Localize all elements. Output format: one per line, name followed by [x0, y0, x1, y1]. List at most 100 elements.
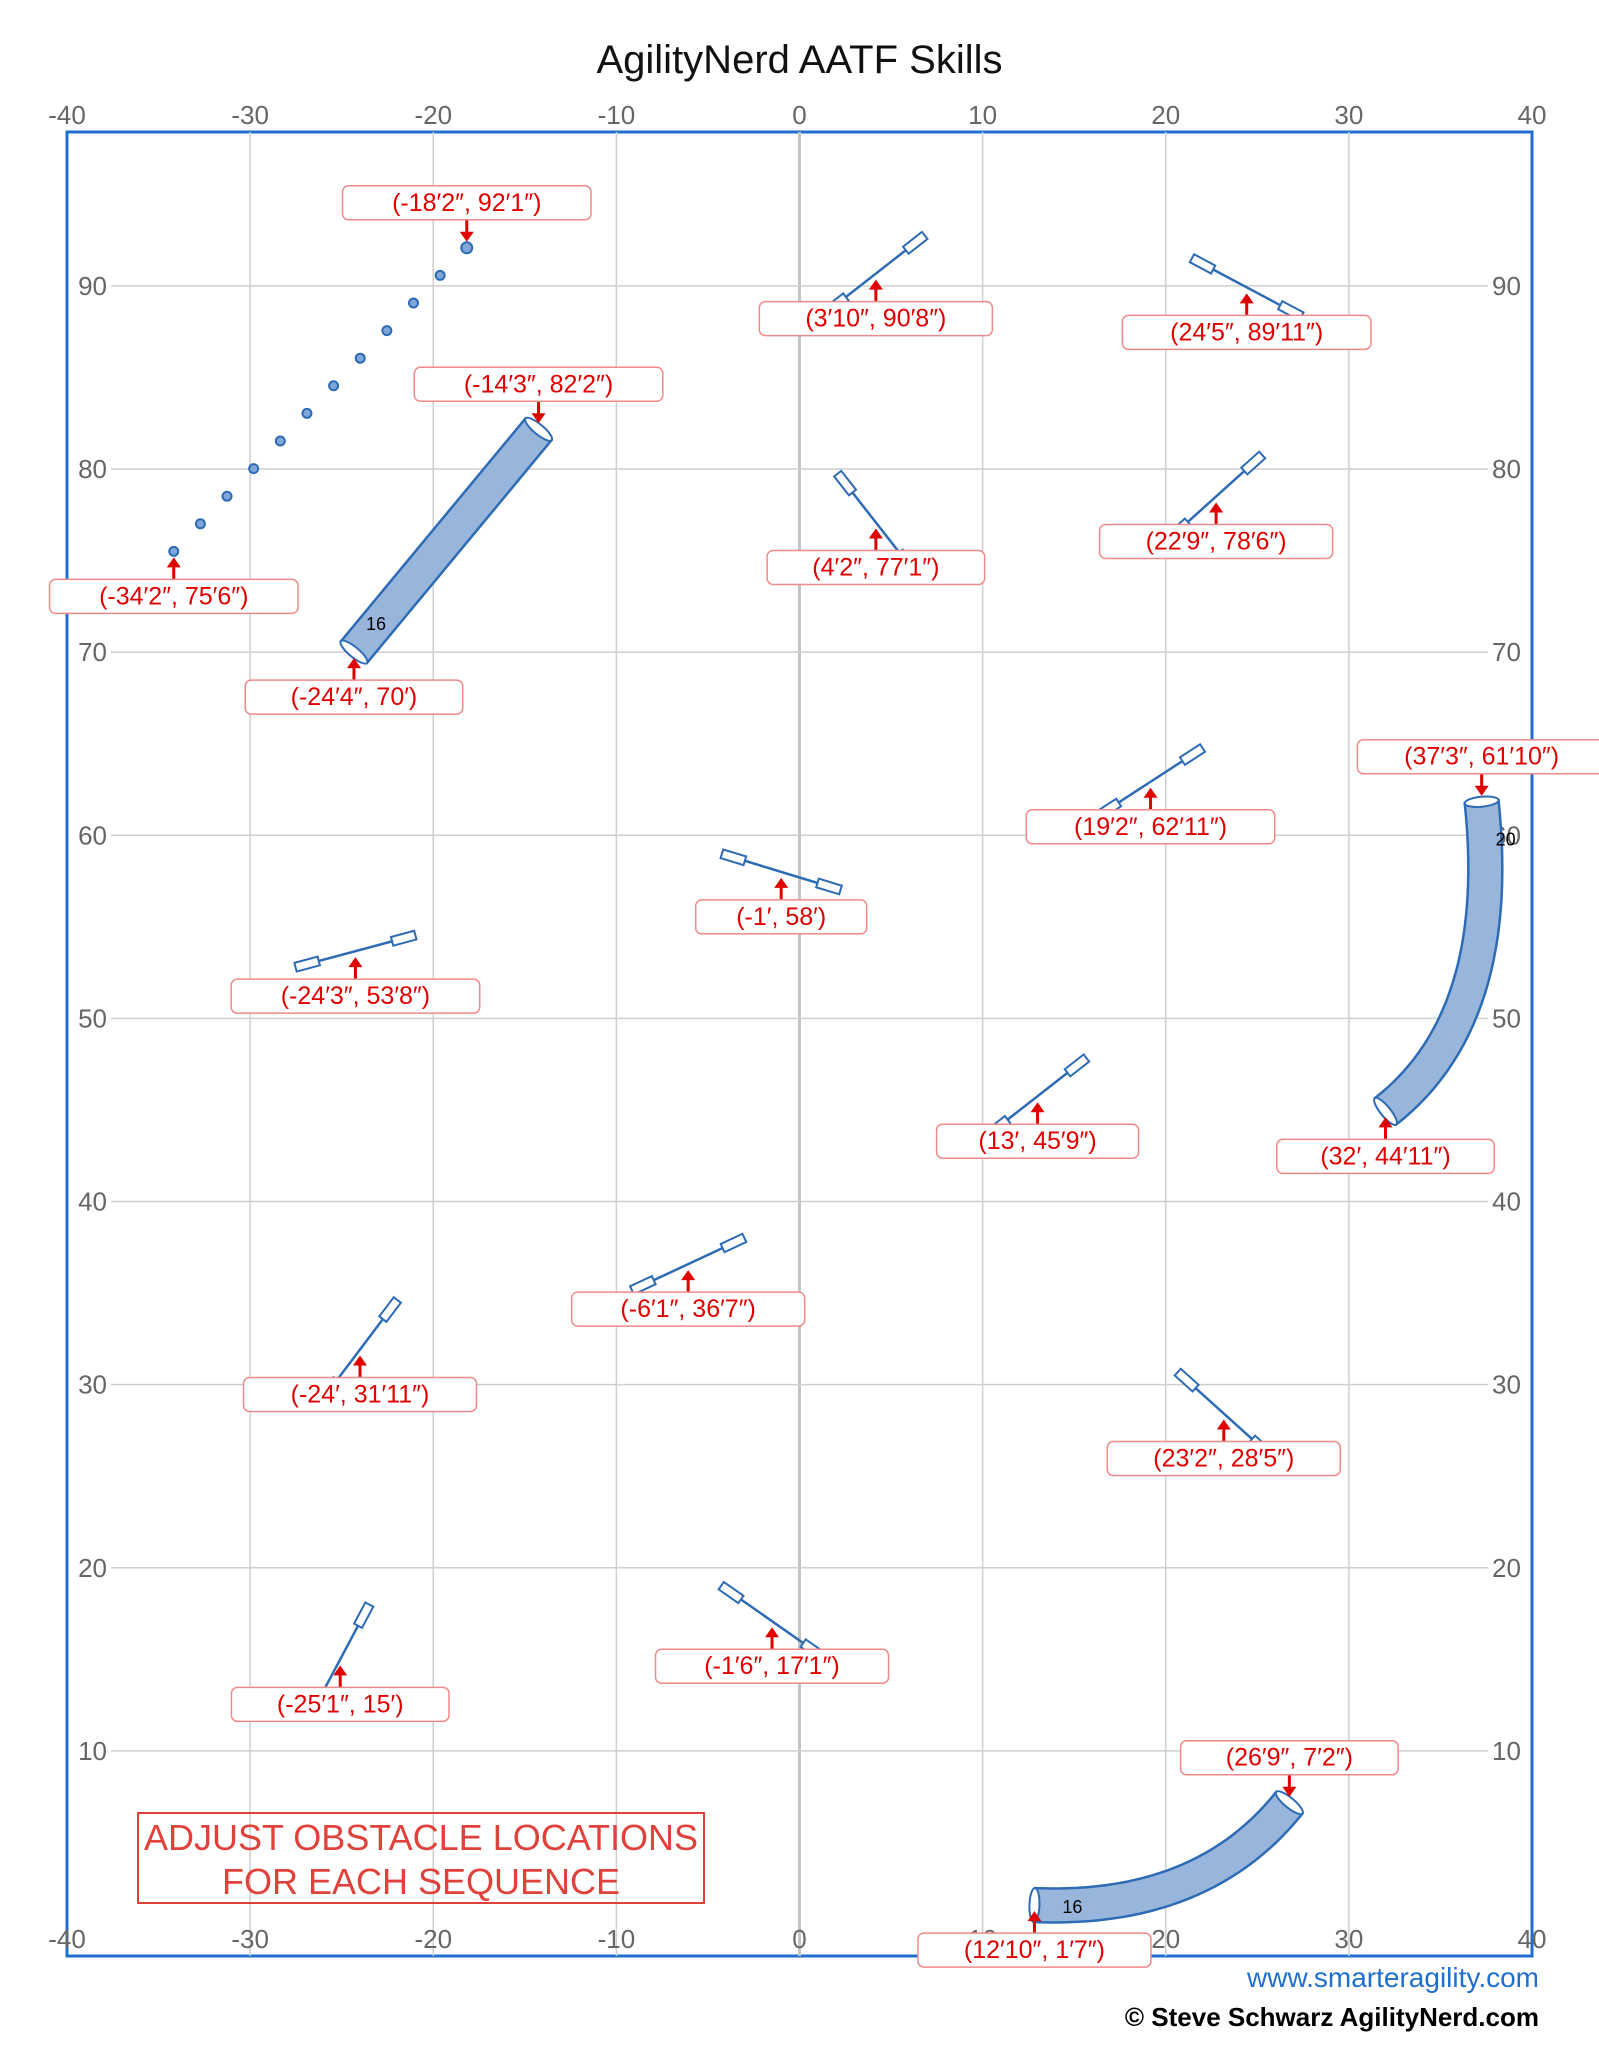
- annotation-arrow-head: [1474, 785, 1489, 796]
- y-tick-label-left: 10: [78, 1736, 107, 1766]
- x-tick-label-top: -30: [231, 100, 269, 130]
- jump-wing-right: [1178, 742, 1207, 767]
- weave-pole: [354, 352, 366, 364]
- annotation-box: [1276, 1138, 1495, 1175]
- coordinate-label: (13′, 45′9″): [978, 1127, 1096, 1155]
- annotation-arrow-head: [681, 1270, 696, 1281]
- x-tick-label-bottom: -30: [231, 1924, 269, 1954]
- annotation-box: [1098, 523, 1334, 560]
- y-tick-label-left: 50: [78, 1003, 107, 1033]
- annotation-box: [242, 1376, 478, 1413]
- annotation-box: [244, 679, 464, 715]
- annotation-arrow-head: [1378, 1117, 1393, 1128]
- jump-wing-right: [352, 1601, 375, 1630]
- annotation-arrow-head: [1030, 1102, 1045, 1113]
- weave-pole: [221, 490, 233, 502]
- annotation-arrow-head: [348, 957, 363, 968]
- weave-pole: [194, 518, 206, 530]
- annotation-arrow-head: [868, 279, 883, 290]
- weave-pole: [301, 407, 313, 419]
- jump-obstacle: [719, 848, 844, 896]
- tunnel-length-label: 16: [366, 614, 386, 634]
- annotation-box: [758, 300, 994, 337]
- x-tick-label-top: 40: [1518, 100, 1547, 130]
- jump-wing-right: [389, 929, 418, 947]
- annotation-arrow-head: [1209, 502, 1224, 513]
- annotation-box: [570, 1291, 806, 1327]
- x-tick-label-top: 10: [968, 100, 997, 130]
- y-tick-label-right: 80: [1492, 454, 1521, 484]
- y-tick-label-right: 20: [1492, 1553, 1521, 1583]
- copyright-text: © Steve Schwarz AgilityNerd.com: [1124, 2002, 1539, 2032]
- annotation-box: [917, 1932, 1152, 1968]
- tunnel-length-label: 20: [1496, 830, 1516, 850]
- jump-wing-right: [719, 1232, 748, 1254]
- y-tick-label-left: 70: [78, 637, 107, 667]
- tunnel-opening: [1373, 1096, 1398, 1126]
- coordinate-label: (-6′1″, 36′7″): [620, 1295, 755, 1323]
- website-link[interactable]: www.smarteragility.com: [1247, 1962, 1539, 1993]
- x-tick-label-bottom: -40: [48, 1924, 86, 1954]
- annotation-arrow-head: [531, 413, 546, 424]
- annotation-arrow-head: [1282, 1786, 1297, 1797]
- x-tick-label-bottom: -10: [598, 1924, 636, 1954]
- annotation-arrow-head: [1143, 787, 1158, 798]
- x-tick-label-top: -10: [598, 100, 636, 130]
- tunnel-opening: [339, 639, 369, 665]
- x-tick-label-top: 20: [1151, 100, 1180, 130]
- y-tick-label-right: 30: [1492, 1370, 1521, 1400]
- annotation-box: [48, 578, 299, 615]
- annotation-arrow-head: [353, 1355, 367, 1366]
- weave-poles: [168, 241, 474, 557]
- coordinate-label: (37′3″, 61′10″): [1404, 743, 1559, 771]
- tunnel-opening: [524, 416, 554, 442]
- weave-pole: [381, 325, 393, 337]
- annotation-box: [341, 185, 592, 221]
- weave-pole: [460, 241, 474, 255]
- coordinate-label: (-24′4″, 70′): [291, 683, 418, 711]
- jump-wing-right: [377, 1295, 403, 1324]
- weave-pole: [168, 545, 180, 557]
- x-tick-label-bottom: 30: [1334, 1924, 1363, 1954]
- y-tick-label-right: 90: [1492, 271, 1521, 301]
- weave-pole: [274, 435, 286, 447]
- annotation-box: [1179, 1739, 1399, 1776]
- x-tick-label-bottom: 0: [792, 1924, 806, 1954]
- annotation-arrow-head: [1216, 1419, 1231, 1430]
- jump-wing-left: [717, 1580, 745, 1605]
- tunnels: 16 20 16: [339, 416, 1516, 1924]
- annotation-arrow-head: [346, 658, 361, 669]
- coordinate-label: (3′10″, 90′8″): [805, 305, 946, 333]
- y-tick-label-left: 30: [78, 1370, 107, 1400]
- y-tick-label-left: 40: [78, 1187, 107, 1217]
- annotation-arrow-head: [868, 528, 883, 539]
- annotation-box: [1121, 314, 1372, 351]
- annotation-arrow-head: [765, 1627, 780, 1638]
- annotation-arrow-head: [1027, 1911, 1042, 1922]
- tunnel-obstacle: 16: [339, 416, 554, 665]
- annotation-box: [413, 366, 664, 403]
- jump-wing-right: [1063, 1053, 1091, 1078]
- annotation-box: [230, 978, 481, 1014]
- tunnel-opening: [1274, 1790, 1304, 1816]
- jump-wing-left: [1173, 1367, 1200, 1393]
- coordinate-label: (19′2″, 62′11″): [1074, 813, 1227, 841]
- jump-wing-left: [628, 1274, 657, 1296]
- annotation-box: [1106, 1440, 1342, 1477]
- x-tick-label-top: -20: [414, 100, 452, 130]
- tunnel-obstacle: 16: [1028, 1790, 1305, 1924]
- x-tick-label-top: -40: [48, 100, 86, 130]
- x-tick-label-bottom: 20: [1151, 1924, 1180, 1954]
- coordinate-label: (22′9″, 78′6″): [1146, 527, 1287, 555]
- jump-wing-left: [293, 955, 322, 973]
- coordinate-label: (4′2″, 77′1″): [812, 553, 939, 581]
- x-tick-label-top: 0: [792, 100, 806, 130]
- y-tick-label-right: 10: [1492, 1736, 1521, 1766]
- annotation-arrow-head: [166, 557, 181, 568]
- coordinate-label: (32′, 44′11″): [1320, 1142, 1450, 1170]
- coordinate-label: (-18′2″, 92′1″): [392, 189, 541, 217]
- x-tick-label-top: 30: [1334, 100, 1363, 130]
- page-title: AgilityNerd AATF Skills: [596, 38, 1003, 82]
- y-tick-label-left: 80: [78, 454, 107, 484]
- coordinate-label: (24′5″, 89′11″): [1170, 318, 1323, 346]
